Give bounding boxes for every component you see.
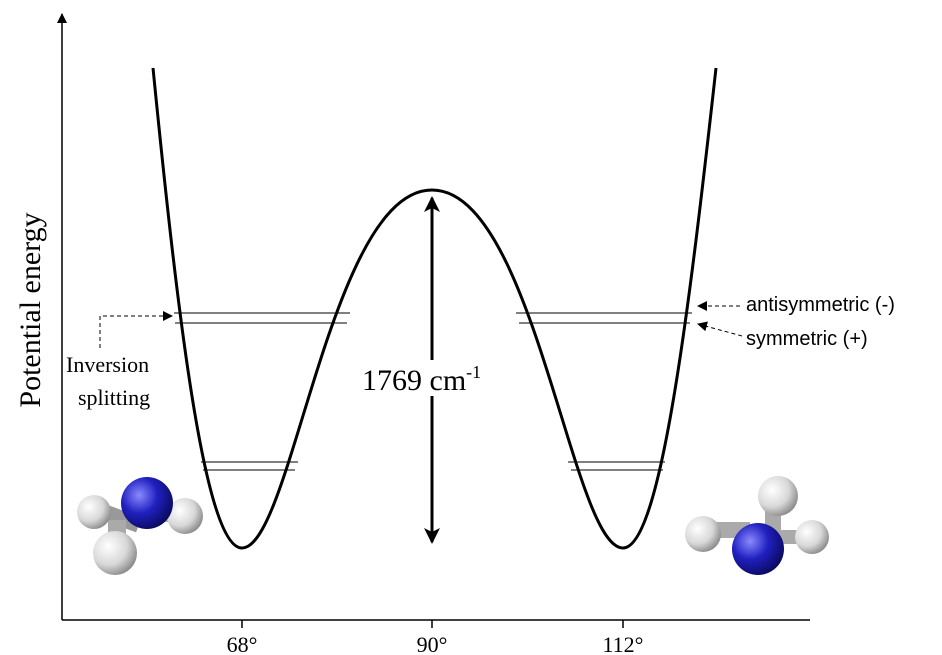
- molecule-left: [77, 477, 203, 575]
- page: {"y_axis_label": "Potential energy", "x_…: [0, 0, 942, 655]
- potential-curve: [153, 68, 716, 548]
- y-axis-label: Potential energy: [14, 212, 47, 407]
- inversion-label: Inversion: [66, 352, 149, 377]
- symmetric-label: symmetric (+): [746, 328, 868, 350]
- annotation-arrow: [100, 316, 172, 348]
- antisymmetric-label: antisymmetric (-): [746, 294, 895, 316]
- barrier-superscript: -1: [466, 362, 481, 382]
- barrier-text: 1769 cm: [362, 364, 466, 397]
- annotation-arrow: [698, 324, 742, 336]
- x-tick-label: 112°: [603, 632, 644, 655]
- x-tick-label: 68°: [227, 632, 258, 655]
- inversion-label: splitting: [78, 385, 150, 410]
- molecule-right: [685, 476, 829, 575]
- barrier-label: 1769 cm-1: [362, 362, 481, 397]
- x-tick-label: 90°: [417, 632, 448, 655]
- diagram: 68° 90° 112° Potential energy 1769 cm-1 …: [0, 0, 942, 655]
